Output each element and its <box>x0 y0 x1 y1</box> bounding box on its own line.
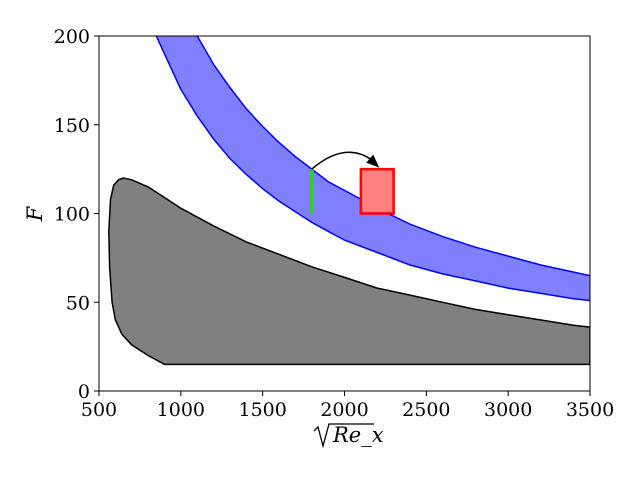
x-tick-label: 2000 <box>320 399 368 421</box>
y-tick-label: 200 <box>54 26 90 48</box>
x-tick-label: 3000 <box>484 399 532 421</box>
x-axis-label-text: Re_x <box>332 423 384 447</box>
y-tick-label: 50 <box>66 292 90 314</box>
gray-region <box>108 177 590 366</box>
arrow-curve <box>311 151 372 170</box>
x-tick-label: 1500 <box>238 399 286 421</box>
red-box <box>359 167 395 215</box>
y-axis-label: F <box>23 205 47 222</box>
blue-band-upper-edge <box>196 36 590 277</box>
y-tick-label: 150 <box>54 115 90 137</box>
sqrt-symbol <box>313 423 374 449</box>
x-tick-label: 3500 <box>566 399 614 421</box>
plot-area <box>108 36 590 366</box>
ticks: 500 1000 1500 2000 2500 3000 3500 0 50 100 150 200 <box>54 26 614 421</box>
x-axis-label: Re_x <box>313 423 384 449</box>
x-tick-label: 500 <box>81 399 117 421</box>
arrow-head <box>366 154 380 168</box>
x-tick-label: 1000 <box>157 399 205 421</box>
blue-band <box>156 36 590 301</box>
y-tick-label: 100 <box>54 204 90 226</box>
y-tick-label: 0 <box>78 381 90 403</box>
blue-band-lower-edge <box>155 36 590 302</box>
x-tick-label: 2500 <box>402 399 450 421</box>
